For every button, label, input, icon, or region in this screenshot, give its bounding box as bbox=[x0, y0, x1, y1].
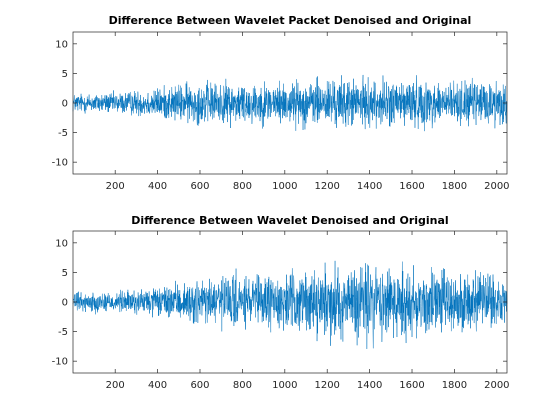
series-group-wavelet-packet bbox=[72, 74, 508, 132]
x-tick-label: 1200 bbox=[314, 380, 339, 391]
y-tick-label: -5 bbox=[58, 327, 68, 338]
subplot-title-wavelet: Difference Between Wavelet Denoised and … bbox=[131, 214, 448, 227]
series-line bbox=[72, 74, 508, 132]
x-tick-label: 1000 bbox=[272, 181, 297, 192]
series-group-wavelet bbox=[72, 260, 508, 350]
x-tick-label: 1600 bbox=[399, 181, 424, 192]
series-line bbox=[72, 260, 508, 350]
x-tick-label: 2000 bbox=[484, 380, 509, 391]
y-tick-label: 0 bbox=[62, 99, 68, 110]
x-tick-label: 1400 bbox=[357, 380, 382, 391]
axes-box-wavelet bbox=[72, 230, 508, 374]
y-tick-label: 5 bbox=[62, 69, 68, 80]
y-tick-label: 0 bbox=[62, 298, 68, 309]
x-tick-label: 1000 bbox=[272, 380, 297, 391]
x-tick-label: 2000 bbox=[484, 181, 509, 192]
y-tick-label: -10 bbox=[52, 357, 68, 368]
x-tick-label: 200 bbox=[106, 181, 125, 192]
x-tick-label: 1200 bbox=[314, 181, 339, 192]
y-tick-label: -5 bbox=[58, 128, 68, 139]
x-tick-label: 600 bbox=[190, 380, 209, 391]
x-tick-label: 1800 bbox=[442, 380, 467, 391]
x-tick-label: 800 bbox=[233, 181, 252, 192]
y-tick-label: -10 bbox=[52, 158, 68, 169]
subplot-title-wavelet-packet: Difference Between Wavelet Packet Denois… bbox=[109, 14, 472, 27]
x-tick-label: 1400 bbox=[357, 181, 382, 192]
x-tick-label: 800 bbox=[233, 380, 252, 391]
subplot-wavelet-packet: Difference Between Wavelet Packet Denois… bbox=[52, 14, 510, 192]
y-tick-label: 5 bbox=[62, 268, 68, 279]
x-tick-label: 400 bbox=[148, 380, 167, 391]
ticks-group-wavelet-packet: 200 400 600 800 1000 1200 1400 1600 1800 2000 -10 -… bbox=[52, 32, 510, 192]
x-tick-label: 1800 bbox=[442, 181, 467, 192]
x-tick-label: 200 bbox=[106, 380, 125, 391]
ticks-group-wavelet: 200 400 600 800 1000 1200 1400 1600 1800 2000 -10 -… bbox=[52, 231, 510, 391]
x-tick-label: 600 bbox=[190, 181, 209, 192]
x-tick-label: 1600 bbox=[399, 380, 424, 391]
axes-box-wavelet-packet bbox=[72, 31, 508, 175]
x-tick-label: 400 bbox=[148, 181, 167, 192]
y-tick-label: 10 bbox=[55, 238, 68, 249]
y-tick-label: 10 bbox=[55, 39, 68, 50]
subplot-wavelet: Difference Between Wavelet Denoised and … bbox=[52, 214, 510, 391]
